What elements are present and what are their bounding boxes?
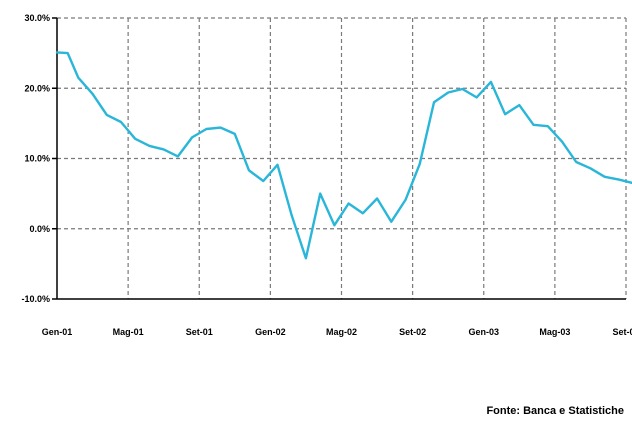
x-tick-label: Gen-03 [468, 327, 499, 337]
x-tick-label: Set-03 [612, 327, 632, 337]
source-note: Fonte: Banca e Statistiche [486, 405, 624, 417]
y-tick-label: 0.0% [29, 224, 50, 234]
x-tick-label: Mag-01 [113, 327, 144, 337]
y-tick-label: 10.0% [24, 154, 50, 164]
y-tick-label: -10.0% [21, 294, 50, 304]
grid [57, 17, 627, 299]
x-tick-label: Gen-01 [42, 327, 73, 337]
y-tick-label: 30.0% [24, 13, 50, 23]
series-group [55, 51, 632, 260]
x-tick-label: Set-02 [399, 327, 426, 337]
x-tick-label: Set-01 [186, 327, 213, 337]
x-tick-label: Mag-03 [539, 327, 570, 337]
x-tick-label: Gen-02 [255, 327, 286, 337]
y-tick-label: 20.0% [24, 83, 50, 93]
series-line [55, 51, 632, 260]
y-axis-ticks: -10.0% 0.0% 10.0% 20.0% 30.0% [21, 13, 57, 304]
x-tick-label: Mag-02 [326, 327, 357, 337]
x-axis-ticks: Gen-01 Mag-01 Set-01 Gen-02 Mag-02 Set-02 Gen-… [42, 327, 632, 337]
